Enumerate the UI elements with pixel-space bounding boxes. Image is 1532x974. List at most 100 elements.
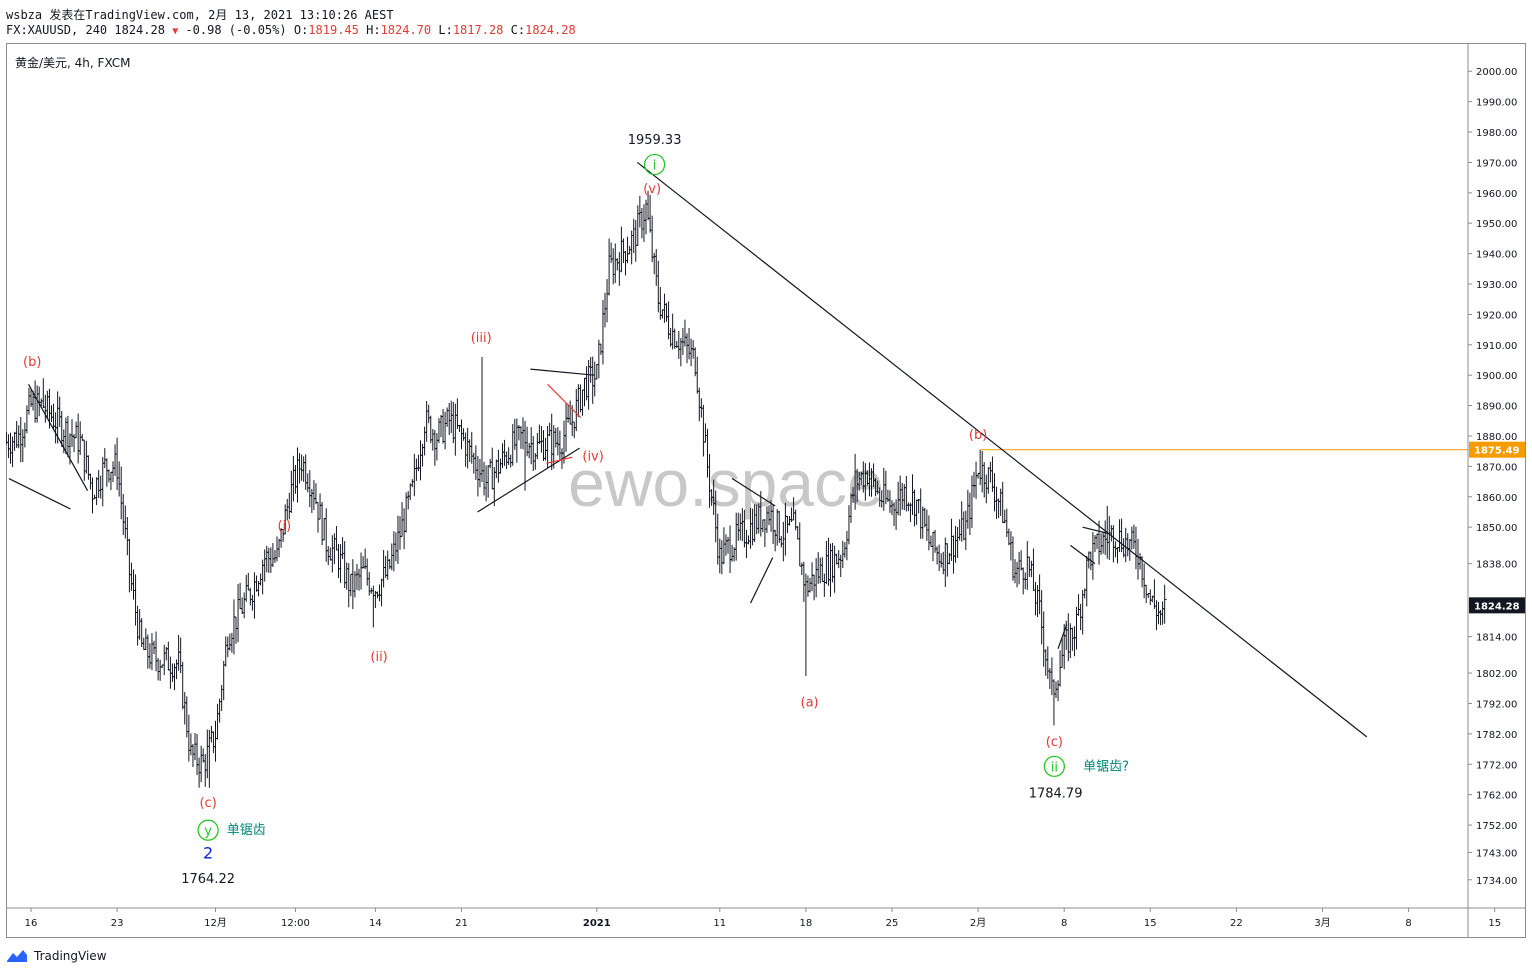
y-tick-label: 1752.00 (1476, 821, 1517, 832)
trendline (546, 456, 573, 464)
wave-annotation: 单锯齿 (227, 823, 266, 838)
wave-circle (197, 819, 219, 841)
y-tick-label: 1980.00 (1476, 128, 1517, 139)
chart-frame[interactable]: ewo.space (b) (c) y 单锯齿 2 1764.22 (i) (ii) (iii)… (6, 43, 1526, 938)
open-value: 1819.45 (308, 23, 359, 37)
x-tick-label: 8 (1061, 918, 1067, 929)
y-tick-label: 1900.00 (1476, 371, 1517, 382)
trendline (750, 557, 774, 604)
wave-annotation: (iv) (582, 449, 603, 464)
last-price-tag-label: 1824.28 (1474, 601, 1520, 612)
time-axis[interactable]: 16 23 12月 12:00 14 21 2021 11 18 25 2月 8 15 22 3月 8 15 (25, 908, 1501, 929)
x-tick-label: 2月 (970, 917, 986, 929)
high-label: H: (366, 23, 381, 37)
trendline (1057, 624, 1068, 649)
trendline (547, 383, 582, 419)
high-value: 1824.70 (380, 23, 432, 37)
y-tick-label: 1910.00 (1476, 341, 1517, 352)
low-label: L: (438, 23, 453, 37)
last-price-tag-bg (1469, 597, 1525, 614)
wave-circle-label: ii (1043, 755, 1066, 777)
trendline (731, 478, 776, 507)
symbol-label: FX:XAUUSD, 240 1824.28 (6, 23, 165, 37)
x-tick-label: 21 (455, 918, 468, 929)
wave-circle-text: i (653, 159, 657, 174)
wave-circle (1043, 755, 1066, 777)
y-tick-label: 1930.00 (1476, 280, 1517, 291)
ohlc-bar (1162, 584, 1167, 624)
wave-annotation: 2 (203, 843, 213, 862)
y-tick-label: 1743.00 (1476, 848, 1517, 859)
y-tick-label: 1850.00 (1476, 523, 1517, 534)
wave-annotation: (iii) (471, 331, 492, 346)
wave-annotation: (c) (199, 796, 216, 811)
wave-annotation: 1959.33 (628, 133, 682, 148)
x-tick-label: 22 (1230, 918, 1243, 929)
y-tick-label: 1920.00 (1476, 310, 1517, 321)
trendline (1069, 544, 1096, 565)
wave-annotation: (i) (277, 519, 291, 534)
x-tick-label: 16 (25, 918, 38, 929)
price-chart[interactable]: ewo.space (b) (c) y 单锯齿 2 1764.22 (i) (ii) (iii)… (6, 43, 1526, 938)
wave-annotation: (b) (969, 428, 987, 443)
x-tick-label: 23 (111, 918, 124, 929)
y-tick-label: 1814.00 (1476, 633, 1517, 644)
wave-circle-label: y (197, 819, 219, 841)
y-tick-label: 1890.00 (1476, 402, 1517, 413)
footer-brand[interactable]: TradingView (6, 946, 107, 966)
y-tick-label: 1870.00 (1476, 462, 1517, 473)
x-tick-label: 8 (1405, 918, 1411, 929)
y-tick-label: 1802.00 (1476, 669, 1517, 680)
trendline (1082, 526, 1108, 534)
resistance-price-tag-label: 1875.49 (1474, 446, 1520, 457)
x-tick-label: 15 (1488, 918, 1501, 929)
y-tick-label: 1792.00 (1476, 699, 1517, 710)
wave-circle-text: y (204, 824, 212, 839)
wave-annotation: 1784.79 (1029, 787, 1083, 802)
tradingview-logo-icon (7, 950, 27, 962)
x-tick-label: 14 (369, 918, 382, 929)
wave-annotation: (c) (1046, 735, 1063, 750)
trendline (530, 368, 595, 376)
close-label: C: (510, 23, 526, 37)
price-axis[interactable]: 2000.00 1990.00 1980.00 1970.00 1960.00 1950.… (1468, 67, 1525, 887)
wave-annotation: (b) (23, 355, 41, 370)
down-triangle-icon: ▼ (172, 26, 179, 37)
change-value: -0.98 (-0.05%) (185, 23, 287, 37)
x-tick-label: 12月 (204, 917, 227, 929)
chart-title: 黄金/美元, 4h, FXCM (15, 55, 131, 70)
x-tick-label: 2021 (583, 918, 611, 929)
y-tick-label: 1970.00 (1476, 158, 1517, 169)
x-tick-label: 12:00 (281, 918, 310, 929)
x-tick-label: 3月 (1314, 917, 1330, 929)
chart-border (6, 43, 1526, 938)
trendline (8, 478, 71, 510)
y-tick-label: 1880.00 (1476, 432, 1517, 443)
trendline (477, 447, 580, 513)
y-tick-label: 2000.00 (1476, 67, 1517, 78)
symbol-ohlc-line: FX:XAUUSD, 240 1824.28 ▼ -0.98 (-0.05%) … (6, 23, 576, 37)
y-tick-label: 1990.00 (1476, 98, 1517, 109)
publish-info: wsbza 发表在TradingView.com, 2月 13, 2021 13… (6, 8, 394, 22)
y-tick-label: 1734.00 (1476, 876, 1517, 887)
close-value: 1824.28 (525, 23, 576, 37)
x-tick-label: 11 (713, 918, 726, 929)
watermark-text: ewo.space (568, 446, 884, 520)
y-tick-label: 1782.00 (1476, 730, 1517, 741)
tradingview-brand-label: TradingView (34, 949, 107, 963)
wave-annotation: (a) (801, 696, 819, 711)
wave-annotation: 1764.22 (181, 872, 235, 887)
wave-annotation: 单锯齿? (1083, 759, 1129, 774)
trendline (28, 384, 89, 491)
wave-annotation: (v) (643, 182, 661, 197)
last-price-tag: 1824.28 (1469, 597, 1525, 614)
y-tick-label: 1838.00 (1476, 560, 1517, 571)
wave-circle-text: ii (1051, 760, 1058, 775)
resistance-price-tag: 1875.49 (1469, 441, 1525, 458)
x-tick-label: 18 (800, 918, 813, 929)
wave-circle (643, 153, 666, 176)
y-tick-label: 1860.00 (1476, 493, 1517, 504)
wave-circle-label: i (643, 153, 666, 176)
y-tick-label: 1950.00 (1476, 219, 1517, 230)
x-tick-label: 25 (886, 918, 899, 929)
